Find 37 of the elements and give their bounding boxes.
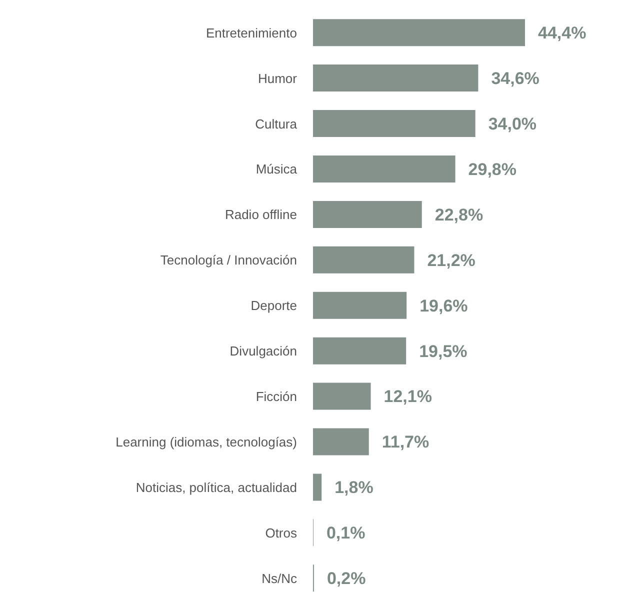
data-label: 0,1% (326, 524, 366, 543)
bar (313, 382, 371, 410)
data-label: 22,8% (434, 205, 484, 224)
bar (313, 19, 525, 46)
y-tick-label: Entretenimiento (206, 25, 297, 40)
y-tick-label: Learning (idiomas, tecnologías) (116, 434, 297, 450)
data-label: 19,6% (420, 296, 468, 316)
bar (313, 200, 422, 228)
data-label: 34,0% (488, 114, 537, 134)
bar (313, 246, 414, 274)
data-label: 29,8% (468, 160, 516, 179)
y-tick-label: Otros (265, 525, 298, 540)
bar (313, 110, 476, 138)
data-label: 1,8% (334, 478, 374, 498)
y-tick-label: Humor (258, 70, 298, 86)
bar (313, 155, 456, 182)
data-label: 0,2% (326, 569, 366, 588)
y-tick-label: Ns/Nc (262, 570, 298, 586)
y-tick-label: Deporte (250, 298, 297, 314)
bar (313, 474, 322, 501)
y-tick-label: Tecnología / Innovación (160, 252, 297, 268)
y-tick-label: Música (256, 162, 298, 177)
y-tick-label: Divulgación (230, 344, 297, 359)
data-label: 19,5% (419, 342, 468, 361)
bar (313, 64, 478, 92)
bar (313, 337, 406, 364)
data-label: 11,7% (382, 432, 430, 452)
data-label: 34,6% (491, 69, 540, 88)
y-tick-label: Ficción (256, 389, 297, 404)
y-tick-label: Noticias, política, actualidad (136, 480, 297, 495)
bar (313, 292, 407, 319)
data-label: 21,2% (427, 250, 476, 270)
data-label: 44,4% (538, 24, 586, 43)
y-tick-label: Cultura (255, 116, 298, 132)
data-label: 12,1% (384, 387, 432, 406)
y-tick-label: Radio offline (224, 207, 297, 222)
bar (313, 428, 369, 456)
